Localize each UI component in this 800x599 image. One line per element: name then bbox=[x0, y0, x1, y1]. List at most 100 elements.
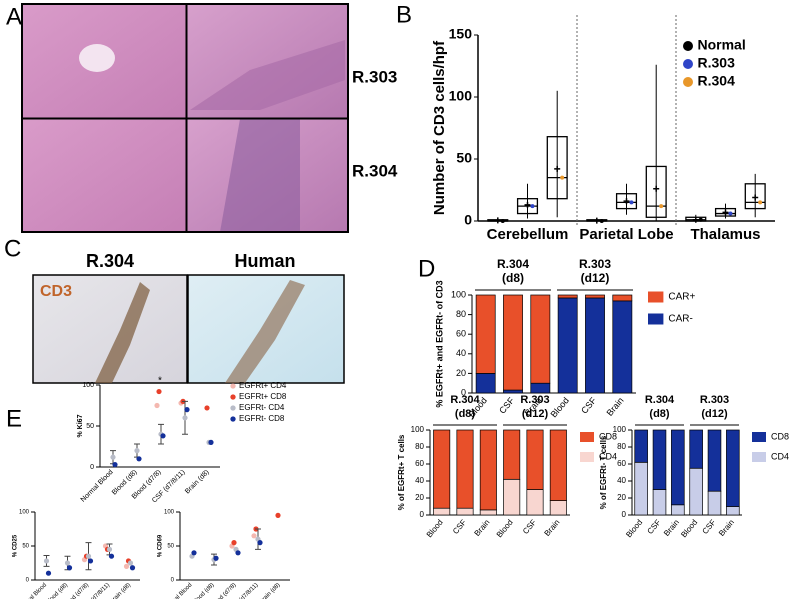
image-title: Human bbox=[234, 251, 295, 271]
bar-segment bbox=[503, 478, 521, 516]
legend-swatch bbox=[752, 432, 766, 442]
y-tick-label: 20 bbox=[415, 493, 424, 502]
legend-label: CD8 bbox=[599, 431, 617, 441]
y-tick-label: 80 bbox=[415, 442, 424, 451]
legend-marker bbox=[230, 405, 236, 411]
y-tick-label: 80 bbox=[617, 442, 626, 451]
group-label: R.304 bbox=[497, 257, 529, 271]
y-tick-label: 40 bbox=[415, 476, 424, 485]
legend-label: CD4 bbox=[599, 451, 617, 461]
y-tick-label: 100 bbox=[411, 425, 425, 434]
bar-segment bbox=[726, 506, 740, 516]
y-tick-label: 100 bbox=[19, 510, 30, 516]
image-title: R.304 bbox=[86, 251, 134, 271]
legend-label: EGFRt+ CD8 bbox=[239, 392, 287, 401]
legend-label: CAR- bbox=[668, 314, 692, 325]
bar-segment bbox=[433, 507, 451, 516]
median-dot bbox=[728, 211, 733, 216]
x-tick-label: Normal Blood bbox=[18, 582, 48, 599]
row-label: R.304 bbox=[352, 161, 398, 180]
y-tick-label: 100 bbox=[451, 289, 466, 299]
x-tick-label: CSF bbox=[579, 395, 599, 416]
legend-swatch bbox=[648, 313, 664, 325]
mean-marker bbox=[692, 216, 699, 223]
y-axis-label: % of EGFRt+ T cells bbox=[397, 434, 406, 510]
mean-marker bbox=[623, 198, 630, 205]
panel-label: B bbox=[396, 1, 412, 28]
point bbox=[251, 533, 257, 539]
panel-label: E bbox=[6, 405, 22, 432]
mean-marker bbox=[524, 201, 531, 208]
ihc-images bbox=[32, 274, 345, 384]
bar-segment bbox=[530, 294, 551, 384]
x-tick-label: Thalamus bbox=[690, 226, 760, 243]
y-tick-label: 0 bbox=[420, 510, 425, 519]
point bbox=[127, 560, 134, 566]
point bbox=[208, 439, 214, 445]
x-tick-label: Brain (d8) bbox=[184, 469, 211, 496]
bar-segment bbox=[549, 429, 567, 501]
point bbox=[257, 540, 263, 546]
point bbox=[45, 570, 52, 576]
mean-marker bbox=[653, 185, 660, 192]
point bbox=[43, 558, 50, 564]
group-sublabel: (d12) bbox=[522, 408, 549, 420]
point bbox=[213, 555, 219, 561]
legend-swatch bbox=[648, 291, 664, 303]
x-tick-label: Blood (d8) bbox=[192, 582, 216, 599]
mean-marker bbox=[752, 194, 759, 201]
y-tick-label: 80 bbox=[456, 309, 466, 319]
box bbox=[744, 183, 766, 210]
y-tick-label: 40 bbox=[456, 348, 466, 358]
mean-marker bbox=[722, 209, 729, 216]
bar-segment bbox=[689, 429, 703, 469]
y-tick-label: 0 bbox=[622, 510, 627, 519]
bar-segment bbox=[503, 429, 521, 480]
y-tick-label: 50 bbox=[456, 150, 472, 166]
x-tick-label: Blood (d7/8) bbox=[210, 582, 237, 599]
legend-label: EGFRt- CD4 bbox=[239, 403, 285, 412]
median-dot bbox=[758, 200, 763, 205]
x-tick-label: Parietal Lobe bbox=[579, 226, 673, 243]
bar-segment bbox=[479, 509, 497, 516]
bar-segment bbox=[475, 294, 496, 374]
y-tick-label: 0 bbox=[171, 578, 175, 584]
bar-segment bbox=[671, 504, 685, 516]
panel-label: C bbox=[4, 235, 21, 262]
y-axis-label: % CD25 bbox=[13, 534, 19, 557]
x-tick-label: Blood bbox=[549, 395, 571, 419]
point bbox=[123, 563, 130, 570]
y-tick-label: 0 bbox=[461, 387, 466, 397]
x-tick-label: CSF bbox=[521, 518, 538, 536]
y-tick-label: 50 bbox=[86, 423, 94, 430]
mean-marker bbox=[593, 217, 600, 224]
legend-marker bbox=[683, 41, 693, 51]
x-tick-label: Brain bbox=[717, 518, 736, 538]
group-sublabel: (d8) bbox=[455, 408, 476, 420]
box bbox=[714, 207, 737, 217]
histology-images bbox=[21, 3, 349, 233]
y-tick-label: 60 bbox=[617, 459, 626, 468]
y-tick-label: 60 bbox=[456, 329, 466, 339]
y-tick-label: 100 bbox=[82, 382, 94, 389]
panel-label: A bbox=[6, 3, 22, 30]
y-tick-label: 0 bbox=[90, 464, 94, 471]
x-tick-label: Blood bbox=[679, 518, 699, 539]
y-tick-label: 100 bbox=[449, 88, 473, 104]
x-tick-label: Cerebellum bbox=[487, 226, 569, 243]
point bbox=[87, 558, 94, 564]
y-axis-label: % Ki67 bbox=[77, 414, 84, 437]
legend-marker bbox=[230, 416, 236, 422]
group-sublabel: (d12) bbox=[581, 271, 610, 285]
legend-swatch bbox=[752, 452, 766, 462]
group-label: R.303 bbox=[579, 257, 611, 271]
point bbox=[191, 550, 197, 556]
legend-label: R.303 bbox=[698, 55, 736, 71]
y-tick-label: 100 bbox=[613, 425, 627, 434]
point bbox=[85, 553, 92, 559]
point bbox=[184, 407, 190, 413]
bar-segment bbox=[707, 490, 722, 516]
x-tick-label: CSF bbox=[451, 518, 468, 536]
median-dot bbox=[500, 219, 505, 223]
median-dot bbox=[530, 204, 535, 209]
